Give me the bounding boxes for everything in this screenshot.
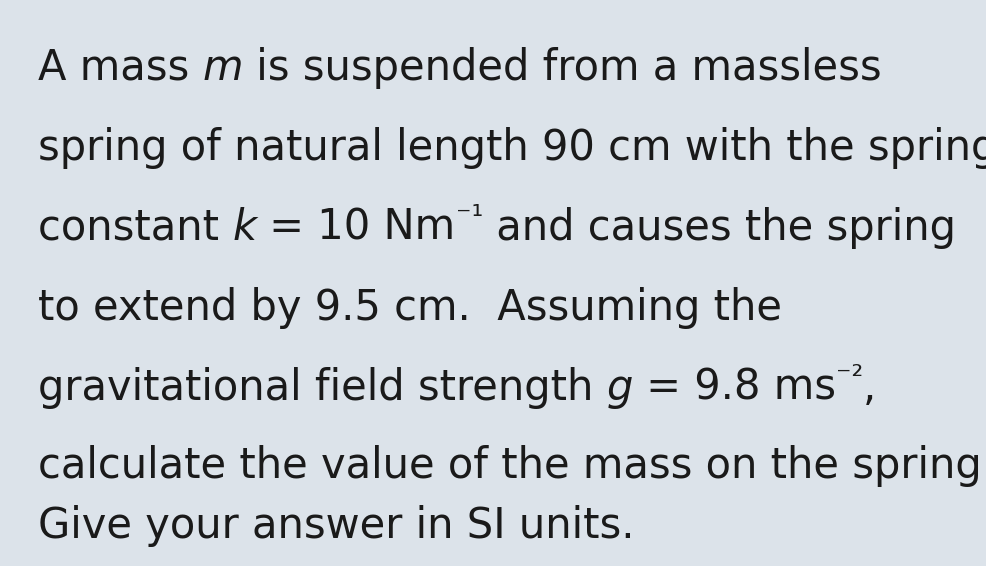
Text: is suspended from a massless: is suspended from a massless — [243, 47, 880, 89]
Text: and causes the spring: and causes the spring — [482, 207, 954, 249]
Text: gravitational field strength: gravitational field strength — [38, 367, 606, 409]
Text: constant: constant — [38, 207, 232, 249]
Text: m: m — [202, 47, 243, 89]
Text: A mass: A mass — [38, 47, 202, 89]
Text: spring of natural length 90 cm with the spring: spring of natural length 90 cm with the … — [38, 127, 986, 169]
Text: ,: , — [863, 367, 876, 409]
Text: Give your answer in SI units.: Give your answer in SI units. — [38, 505, 634, 547]
Text: ⁻²: ⁻² — [835, 365, 863, 392]
Text: = 9.8 ms: = 9.8 ms — [632, 367, 835, 409]
Text: to extend by 9.5 cm.  Assuming the: to extend by 9.5 cm. Assuming the — [38, 287, 781, 329]
Text: ⁻¹: ⁻¹ — [455, 204, 482, 233]
Text: = 10 Nm: = 10 Nm — [256, 207, 455, 249]
Text: g: g — [606, 367, 632, 409]
Text: calculate the value of the mass on the spring.: calculate the value of the mass on the s… — [38, 445, 986, 487]
Text: k: k — [232, 207, 256, 249]
